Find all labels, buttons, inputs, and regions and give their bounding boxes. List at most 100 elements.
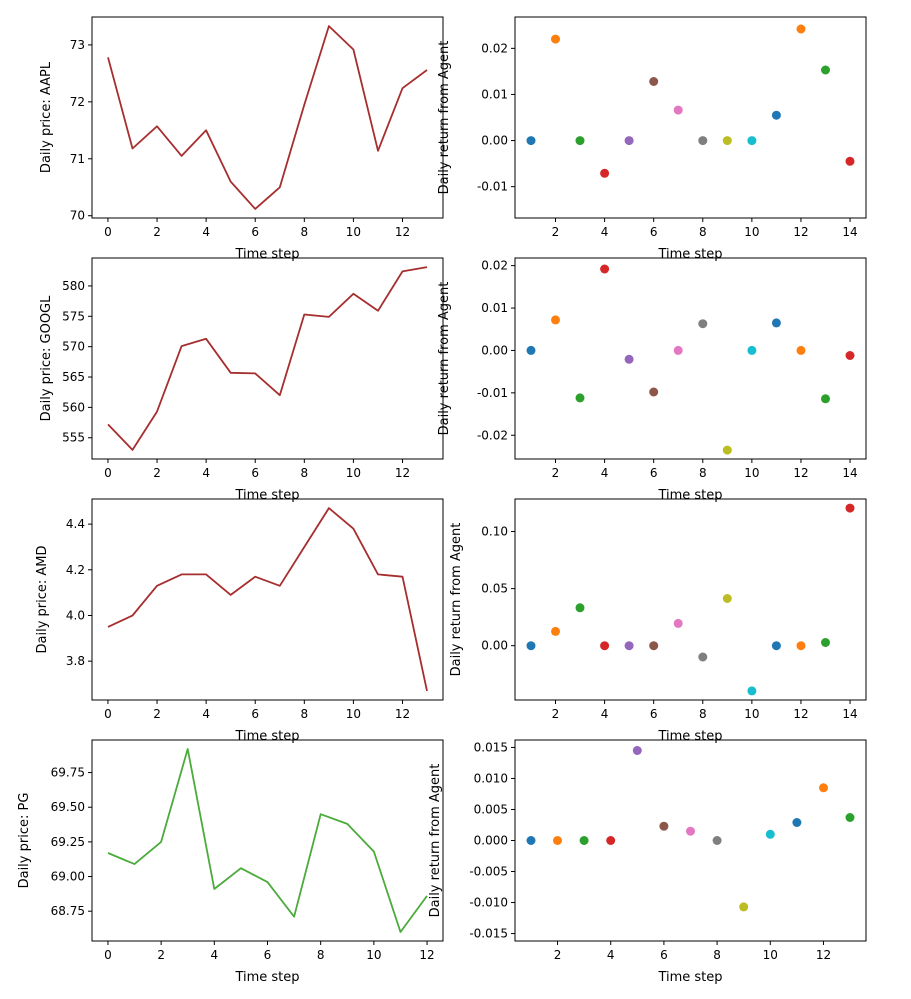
return-point	[659, 821, 669, 831]
return-point	[673, 105, 683, 115]
return-point	[821, 638, 830, 647]
axes-frame	[91, 739, 444, 942]
axes-frame	[91, 498, 444, 701]
y-tick-label: 580	[62, 279, 85, 293]
return-point	[673, 618, 683, 628]
return-point	[649, 387, 659, 397]
return-point	[819, 783, 828, 793]
y-axis-label: Daily return from Agent	[437, 282, 452, 436]
return-point	[649, 641, 659, 651]
x-axis-label: Time step	[657, 729, 722, 744]
y-tick-label: 68.75	[51, 904, 85, 918]
return-point	[698, 319, 708, 329]
return-point	[821, 394, 830, 404]
chart-panel-8: 2 4 6 8 10 12 -0.015 -0.010 -0.005 0.000 0.005 0.01…	[428, 739, 867, 985]
return-point	[624, 354, 634, 364]
x-tick-label: 12	[395, 707, 410, 721]
y-axis-label: Daily return from Agent	[449, 523, 464, 677]
x-tick-label: 8	[699, 707, 707, 721]
y-tick-label: -0.010	[469, 896, 508, 910]
y-tick-label: 555	[62, 431, 85, 445]
price-line	[107, 748, 428, 933]
y-tick-label: 0.015	[474, 740, 508, 754]
return-point	[771, 110, 781, 120]
y-tick-label: 0.01	[481, 301, 508, 315]
x-tick-label: 4	[601, 466, 609, 480]
return-point	[526, 641, 536, 651]
return-point	[771, 318, 781, 328]
x-tick-label: 2	[554, 948, 562, 962]
return-point	[747, 136, 757, 146]
x-axis-label: Time step	[657, 247, 722, 262]
x-tick-label: 14	[842, 225, 857, 239]
x-tick-label: 2	[552, 225, 560, 239]
x-axis-label: Time step	[234, 247, 299, 262]
y-tick-label: 560	[62, 400, 85, 414]
return-point	[712, 836, 722, 845]
return-point	[845, 156, 855, 166]
return-point	[579, 836, 589, 845]
chart-panel-3: 0 2 4 6 8 10 12 555 560 565 570 575 580 Time step Dail…	[39, 257, 444, 503]
return-point	[845, 813, 855, 822]
return-point	[600, 641, 610, 651]
y-tick-label: 0.005	[474, 802, 508, 816]
return-point	[765, 829, 775, 839]
x-tick-label: 4	[202, 707, 210, 721]
y-tick-label: 69.25	[51, 835, 85, 849]
return-point	[632, 746, 642, 755]
x-tick-label: 8	[699, 225, 707, 239]
y-tick-label: -0.01	[477, 386, 508, 400]
x-tick-label: 8	[300, 707, 308, 721]
return-point	[649, 77, 659, 86]
y-tick-label: 70	[70, 209, 85, 223]
return-point	[551, 315, 560, 325]
x-axis-label: Time step	[234, 488, 299, 503]
chart-panel-1: 0 2 4 6 8 10 12 70 71 72 73 Time step Daily price: A…	[39, 16, 444, 262]
x-tick-label: 12	[816, 948, 831, 962]
x-tick-label: 10	[346, 225, 361, 239]
y-tick-label: -0.005	[469, 865, 508, 879]
return-point	[698, 136, 708, 146]
price-line	[107, 25, 428, 210]
y-axis-label: Daily price: GOOGL	[39, 295, 54, 422]
y-tick-label: 0.00	[481, 134, 508, 148]
y-tick-label: -0.02	[477, 428, 508, 442]
return-point	[575, 393, 585, 403]
y-tick-label: 0.02	[481, 259, 508, 273]
chart-panel-5: 0 2 4 6 8 10 12 3.8 4.0 4.2 4.4 Time step Daily pric…	[35, 498, 444, 744]
x-tick-label: 2	[552, 466, 560, 480]
axes-frame	[91, 16, 444, 219]
return-point	[551, 626, 560, 636]
x-tick-label: 0	[104, 225, 112, 239]
x-tick-label: 0	[104, 707, 112, 721]
return-point	[722, 136, 732, 146]
x-tick-label: 6	[650, 466, 658, 480]
chart-panel-7: 0 2 4 6 8 10 12 68.75 69.00 69.25 69.50 69.75 Time s…	[17, 739, 444, 985]
y-tick-label: 0.00	[481, 343, 508, 357]
price-line	[107, 507, 428, 692]
x-tick-label: 10	[744, 707, 759, 721]
y-axis-label: Daily price: AMD	[35, 545, 50, 653]
return-point	[600, 264, 610, 274]
return-point	[821, 65, 830, 75]
return-point	[845, 351, 855, 360]
x-tick-label: 6	[264, 948, 272, 962]
x-tick-label: 4	[601, 707, 609, 721]
return-point	[747, 345, 757, 355]
return-point	[526, 836, 536, 845]
x-tick-label: 8	[317, 948, 325, 962]
return-point	[739, 902, 749, 912]
y-tick-label: 3.8	[66, 654, 85, 668]
y-tick-label: 72	[70, 95, 85, 109]
chart-panel-4: 2 4 6 8 10 12 14 -0.02 -0.01 0.00 0.01 0.02 Time ste…	[437, 257, 867, 503]
x-tick-label: 12	[793, 466, 808, 480]
x-tick-label: 14	[842, 466, 857, 480]
y-axis-label: Daily return from Agent	[428, 764, 443, 918]
return-point	[796, 24, 806, 34]
x-tick-label: 4	[607, 948, 615, 962]
x-tick-label: 14	[842, 707, 857, 721]
return-point	[673, 345, 683, 355]
x-tick-label: 6	[251, 707, 259, 721]
x-tick-label: 12	[793, 225, 808, 239]
